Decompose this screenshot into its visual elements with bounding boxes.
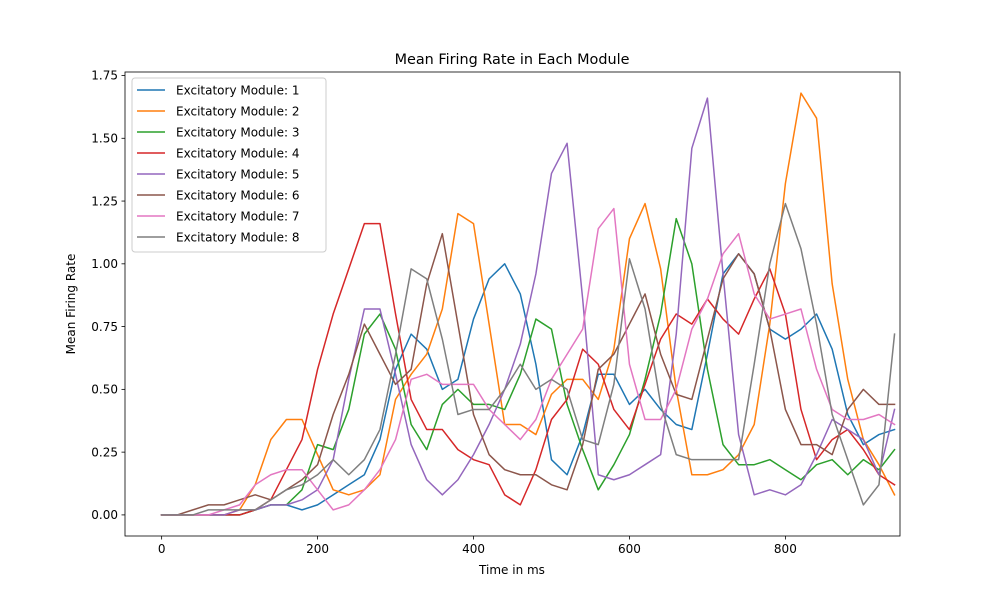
plot-area-frame <box>124 71 901 537</box>
y-tick-label: 0.25 <box>91 445 118 459</box>
legend-label-6: Excitatory Module: 6 <box>176 188 300 202</box>
y-tick-label: 1.75 <box>91 69 118 83</box>
series-line-4 <box>160 222 896 516</box>
x-tick-label: 0 <box>158 542 166 556</box>
y-axis-label: Mean Firing Rate <box>64 254 78 355</box>
series-line-7 <box>160 207 896 516</box>
y-tick-label: 1.00 <box>91 257 118 271</box>
legend-label-3: Excitatory Module: 3 <box>176 125 300 139</box>
y-axis: 0.00 0.25 0.50 0.75 1.00 1.25 1.50 1.75 <box>91 69 125 522</box>
series-line-8 <box>160 202 896 516</box>
legend-label-2: Excitatory Module: 2 <box>176 104 300 118</box>
x-axis-label: Time in ms <box>478 563 545 577</box>
y-tick-label: 0.00 <box>91 508 118 522</box>
y-tick-label: 1.25 <box>91 194 118 208</box>
series-line-5 <box>160 97 896 516</box>
chart-title: Mean Firing Rate in Each Module <box>395 52 630 68</box>
series-group <box>160 92 896 516</box>
x-tick-label: 600 <box>618 542 641 556</box>
y-tick-label: 0.75 <box>91 320 118 334</box>
y-tick-label: 1.50 <box>91 131 118 145</box>
legend-label-7: Excitatory Module: 7 <box>176 209 300 223</box>
x-tick-label: 800 <box>774 542 797 556</box>
legend-label-4: Excitatory Module: 4 <box>176 146 300 160</box>
x-axis: 0 200 400 600 800 <box>158 536 797 556</box>
legend-label-8: Excitatory Module: 8 <box>176 230 300 244</box>
x-tick-label: 200 <box>306 542 329 556</box>
legend-label-5: Excitatory Module: 5 <box>176 167 300 181</box>
y-tick-label: 0.50 <box>91 383 118 397</box>
legend: Excitatory Module: 1 Excitatory Module: 2… <box>131 77 327 253</box>
legend-box <box>131 77 327 253</box>
legend-label-1: Excitatory Module: 1 <box>176 83 300 97</box>
x-tick-label: 400 <box>462 542 485 556</box>
